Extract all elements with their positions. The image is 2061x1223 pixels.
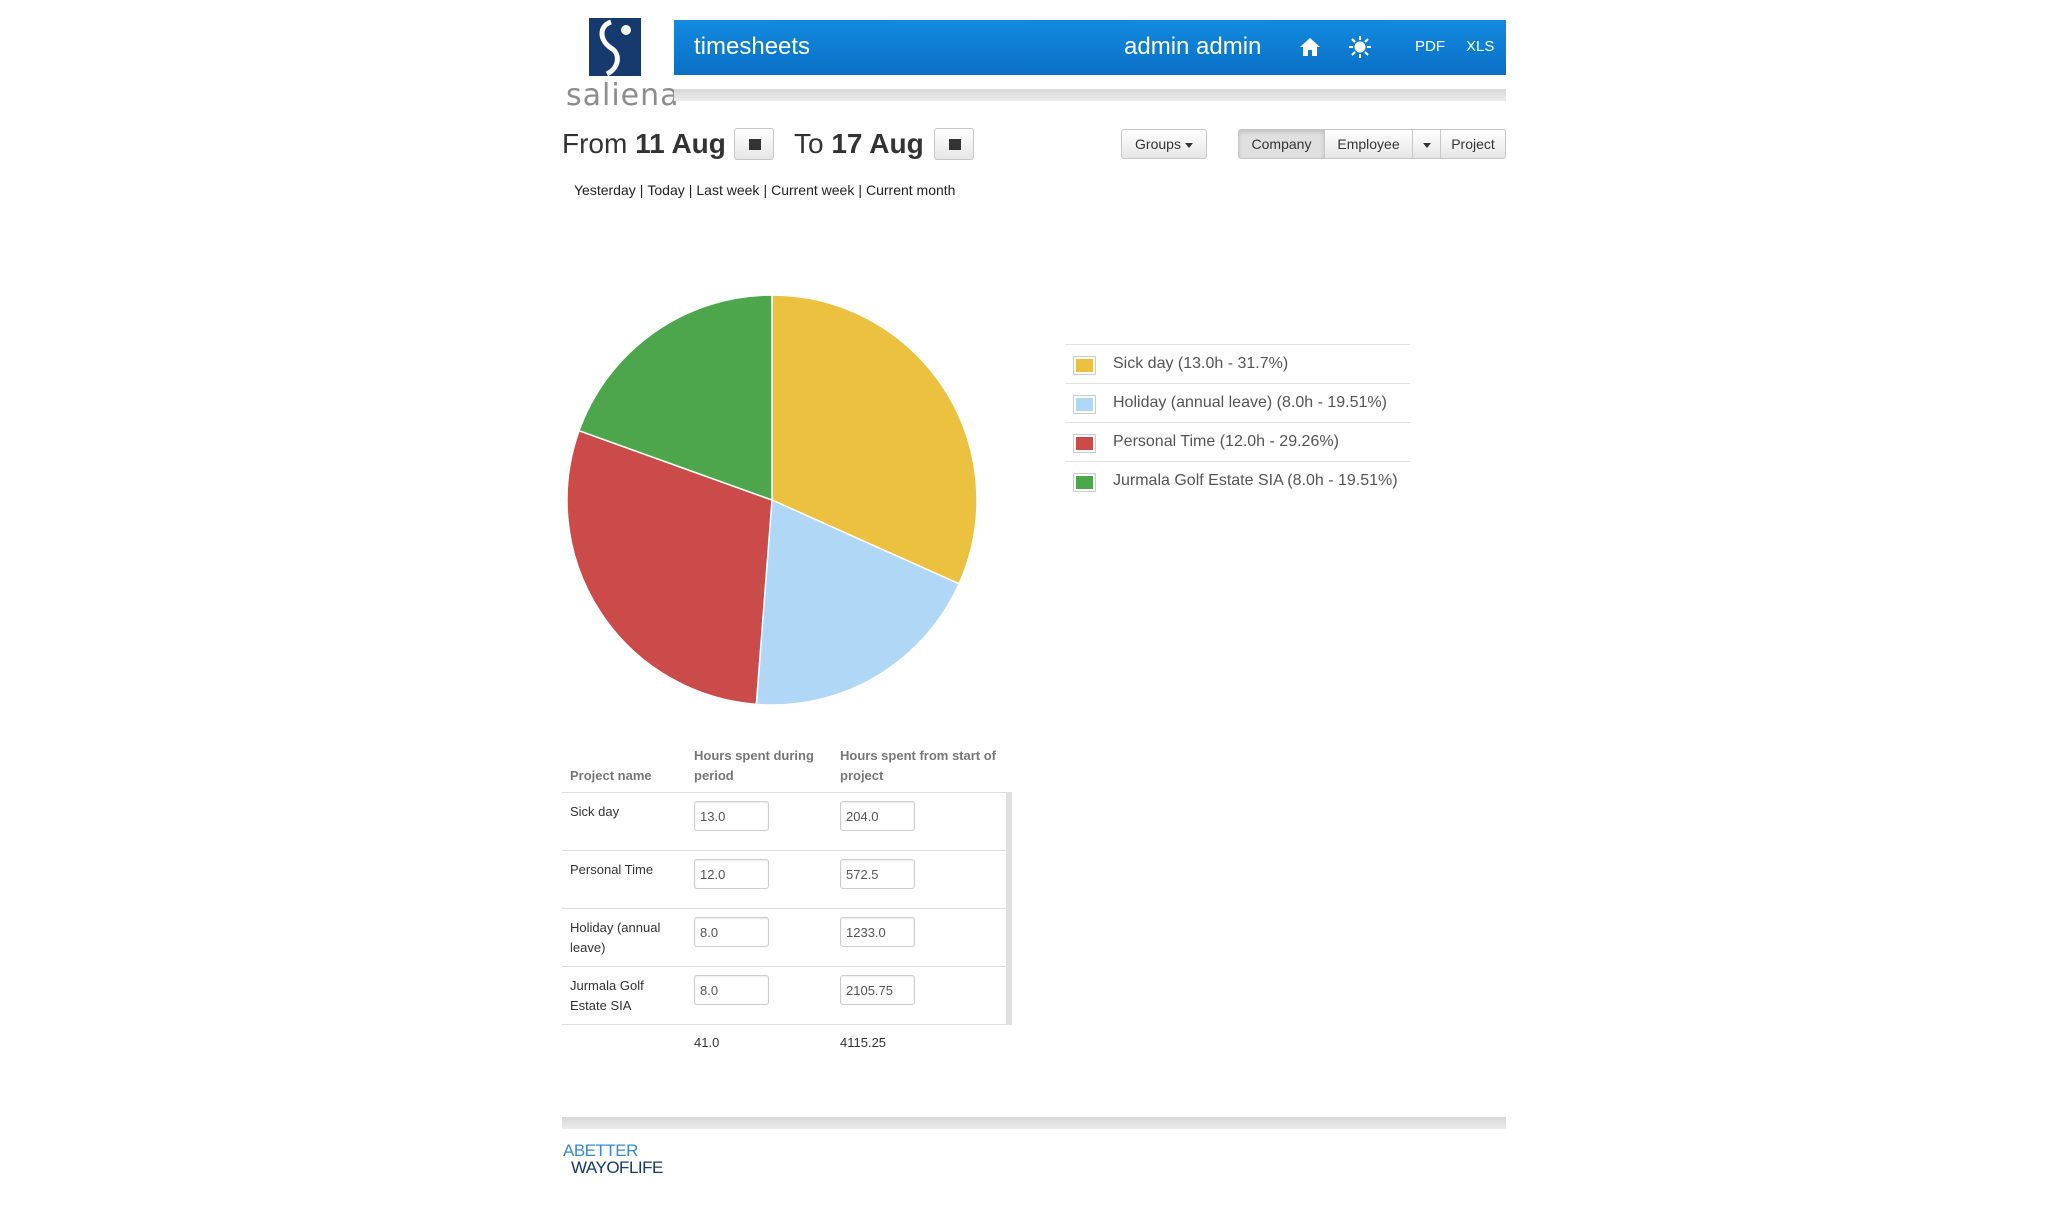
separator: | [639,182,644,198]
legend-color [1076,476,1093,489]
pie-slice[interactable] [566,429,773,706]
from-prefix: From [562,128,628,159]
column-header-period-hours: Hours spent during period [694,748,814,783]
separator: | [763,182,768,198]
pie-slice[interactable] [755,498,961,706]
calendar-icon [749,139,761,150]
pie-chart [566,294,978,706]
to-calendar-button[interactable] [934,128,974,160]
groups-label: Groups [1135,136,1181,152]
sun-icon[interactable] [1348,35,1372,59]
legend-label: Jurmala Golf Estate SIA (8.0h - 19.51%) [1113,472,1398,489]
caret-down-icon [1184,142,1193,148]
tagline-line2: WAYOFLIFE [571,1158,663,1177]
saliena-logo[interactable]: saliena [562,18,679,113]
caret-down-icon [1422,142,1431,148]
legend-swatch [1073,356,1096,375]
link-current-week[interactable]: Current week [771,182,855,198]
period-hours-input[interactable] [694,975,769,1005]
legend-item: Holiday (annual leave) (8.0h - 19.51%) [1065,383,1410,422]
from-calendar-button[interactable] [734,128,774,160]
table-row: Holiday (annual leave) [562,908,1006,966]
row-project-name: Personal Time [570,862,654,877]
page-container: saliena timesheets admin admin PDF XLS F… [562,0,1506,1223]
legend-item: Jurmala Golf Estate SIA (8.0h - 19.51%) [1065,461,1410,500]
employee-button[interactable]: Employee [1324,129,1413,159]
link-yesterday[interactable]: Yesterday [574,182,636,198]
legend-swatch [1073,434,1096,453]
to-date: To 17 Aug [794,128,924,160]
total-hours-input[interactable] [840,975,915,1005]
footer-divider [562,1117,1506,1129]
row-project-name: Holiday (annual leave) [570,920,661,955]
quick-date-links: Yesterday | Today | Last week | Current week | C… [574,182,955,198]
user-name[interactable]: admin admin [1124,33,1262,60]
groups-dropdown-button[interactable]: Groups [1121,129,1207,159]
header-divider [674,89,1506,101]
home-icon[interactable] [1298,35,1322,59]
pie-slice[interactable] [578,294,773,502]
from-date: From 11 Aug [562,128,726,160]
row-project-name: Jurmala Golf Estate SIA [570,978,644,1013]
separator: | [688,182,693,198]
calendar-icon [949,139,961,150]
total-hours-input[interactable] [840,801,915,831]
legend-swatch [1073,395,1096,414]
legend-label: Sick day (13.0h - 31.7%) [1113,355,1289,372]
legend-item: Personal Time (12.0h - 29.26%) [1065,422,1410,461]
column-header-total-hours: Hours spent from start of project [840,748,997,783]
legend-item: Sick day (13.0h - 31.7%) [1065,344,1410,383]
legend-label: Personal Time (12.0h - 29.26%) [1113,433,1339,450]
period-hours-input[interactable] [694,801,769,831]
total-period-hours: 41.0 [694,1035,720,1050]
pie-slice[interactable] [771,294,978,585]
link-today[interactable]: Today [647,182,685,198]
chart-legend: Sick day (13.0h - 31.7%) Holiday (annual… [1065,344,1410,500]
tagline-line1: ABETTER [563,1141,638,1160]
logo-text: saliena [566,78,680,113]
table-row: Sick day [562,792,1006,850]
app-title[interactable]: timesheets [694,33,811,60]
table-body: Sick day Personal Time Holiday (annual l… [562,792,1012,1024]
legend-color [1076,359,1093,372]
table-row: Personal Time [562,850,1006,908]
legend-color [1076,437,1093,450]
xls-export-link[interactable]: XLS [1466,38,1495,55]
legend-color [1076,398,1093,411]
from-value: 11 Aug [635,128,726,159]
table-totals-row: 41.0 4115.25 [562,1024,1012,1054]
header-bar: timesheets admin admin PDF XLS [674,20,1506,75]
company-button[interactable]: Company [1238,129,1325,159]
period-hours-input[interactable] [694,859,769,889]
link-current-month[interactable]: Current month [865,182,956,198]
footer-tagline: ABETTER WAYOFLIFE [563,1142,663,1176]
date-range: From 11 Aug To 17 Aug [562,126,1506,166]
period-hours-input[interactable] [694,917,769,947]
total-hours-input[interactable] [840,859,915,889]
link-last-week[interactable]: Last week [696,182,760,198]
to-prefix: To [794,128,824,159]
to-value: 17 Aug [831,128,924,159]
column-header-project-name: Project name [570,768,652,783]
row-project-name: Sick day [570,804,620,819]
project-button[interactable]: Project [1440,129,1506,159]
legend-label: Holiday (annual leave) (8.0h - 19.51%) [1113,394,1387,411]
logo-mark [589,18,641,77]
table-row: Jurmala Golf Estate SIA [562,966,1006,1024]
pdf-export-link[interactable]: PDF [1415,38,1445,55]
total-project-hours: 4115.25 [840,1035,887,1050]
separator: | [858,182,862,198]
employee-dropdown-toggle[interactable] [1412,129,1441,159]
legend-swatch [1073,473,1096,492]
total-hours-input[interactable] [840,917,915,947]
